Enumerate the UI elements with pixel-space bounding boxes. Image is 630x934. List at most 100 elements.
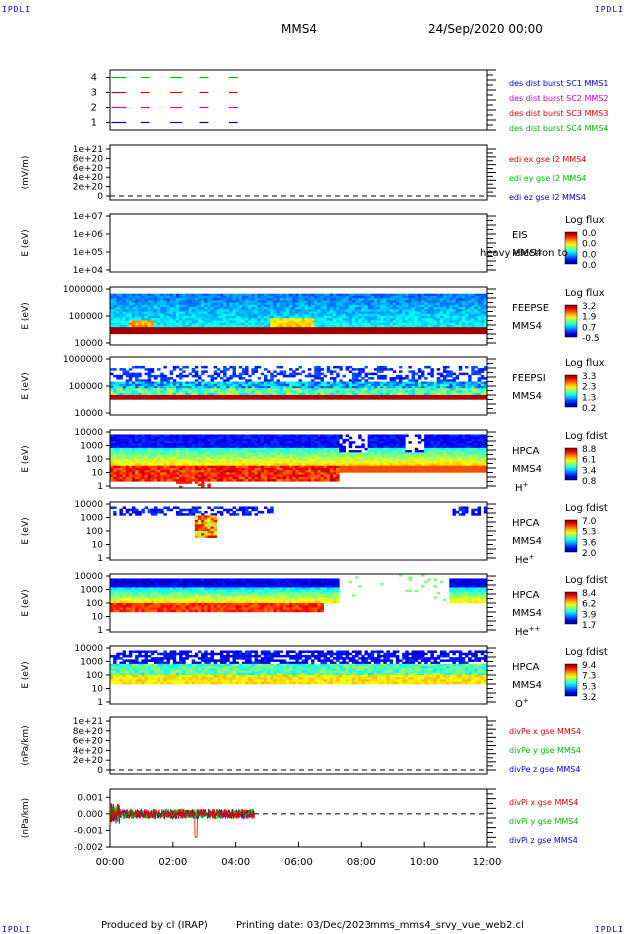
panel-hpca-h-cell: [188, 463, 192, 466]
panel-feeps-i-cell: [263, 388, 268, 391]
panel-feeps-e-cell: [241, 322, 246, 326]
panel-feeps-e-cell: [351, 322, 356, 326]
panel-feeps-i-cell: [245, 394, 249, 398]
panel-hpca-h-cell: [119, 438, 123, 442]
panel-feeps-e-cell: [241, 293, 246, 297]
panel-hpca-h-cell: [116, 456, 120, 460]
panel-hpca-h-cell: [254, 443, 258, 446]
panel-feeps-i-cell: [367, 381, 372, 385]
panel-feeps-e-cell: [307, 311, 312, 315]
panel-hpca-h-cell: [153, 459, 158, 462]
panel-feeps-i-cell: [326, 397, 331, 400]
panel-hpca-h-cell: [169, 476, 174, 480]
panel-hpca-h-cell: [169, 461, 174, 464]
panel-feeps-i-cell: [439, 386, 444, 389]
panel-feeps-i-cell: [163, 381, 167, 385]
panel-hpca-h-cell: [285, 461, 290, 464]
panel-hpca-h-cell: [260, 465, 265, 469]
panel-feeps-e-cell: [430, 318, 434, 321]
panel-feeps-e-cell: [311, 302, 315, 306]
panel-feeps-e-cell: [443, 302, 447, 306]
panel-hpca-h-cell: [260, 436, 265, 440]
panel-hpca-h-cell: [144, 459, 148, 462]
panel-feeps-e-cell: [119, 295, 123, 299]
panel-feeps-e-cell: [342, 302, 346, 306]
panel-hpca-h-cell: [210, 452, 214, 455]
panel-hpca-h-cell: [295, 452, 299, 455]
panel-feeps-e-cell: [138, 320, 142, 323]
panel-feeps-e-cell: [373, 302, 378, 306]
panel-feeps-e-cell: [138, 300, 142, 303]
panel-feeps-e-cell: [254, 331, 258, 335]
panel-hpca-h-cell: [276, 438, 280, 442]
panel-feeps-i-cell: [370, 397, 375, 400]
panel-hpca-h-cell: [257, 441, 262, 444]
panel-feeps-e-cell: [289, 327, 293, 330]
panel-feeps-e-cell: [392, 322, 397, 326]
panel-feeps-e-cell: [480, 311, 485, 315]
panel-feeps-e-cell: [436, 293, 441, 297]
panel-hpca-h-cell: [160, 474, 164, 478]
panel-feeps-i-cell: [238, 386, 243, 389]
panel-feeps-e-cell: [348, 311, 353, 315]
panel-feeps-i-cell: [223, 374, 227, 378]
panel-feeps-e-cell: [219, 320, 224, 323]
panel-feeps-e-cell: [301, 324, 306, 328]
panel-feeps-e-cell: [245, 331, 249, 335]
panel-feeps-i-cell: [355, 394, 359, 398]
panel-feeps-i-cell: [468, 394, 472, 398]
panel-feeps-e-cell: [307, 313, 312, 317]
panel-hpca-h-cell: [213, 474, 218, 478]
panel-hpca-h-cell: [279, 443, 284, 446]
panel-hpca-h-cell: [295, 476, 299, 480]
panel-hpca-h-cell: [182, 463, 186, 466]
panel-feeps-i-cell: [282, 386, 287, 389]
panel-feeps-i-cell: [405, 381, 409, 385]
panel-feeps-i-cell: [361, 368, 365, 371]
panel-feeps-e-cell: [191, 311, 196, 315]
panel-feeps-e-cell: [377, 298, 381, 301]
panel-feeps-e-cell: [405, 307, 409, 310]
panel-hpca-h-cell: [122, 438, 127, 442]
panel-feeps-e-cell: [201, 302, 205, 306]
panel-feeps-e-cell: [339, 316, 343, 319]
panel-feeps-e-cell: [408, 298, 412, 301]
panel-hpca-h-cell: [185, 470, 189, 473]
panel-feeps-e-cell: [465, 309, 469, 312]
panel-hpca-h-cell: [160, 470, 164, 473]
panel-feeps-e-cell: [295, 302, 299, 306]
panel-feeps-i-cell: [458, 381, 463, 385]
panel-feeps-e-cell: [113, 293, 117, 297]
panel-hpca-h-cell: [135, 456, 139, 460]
panel-feeps-i-cell: [298, 388, 302, 391]
panel-feeps-i-cell: [138, 365, 142, 369]
panel-feeps-e-cell: [138, 304, 142, 308]
panel-feeps-e-cell: [336, 295, 340, 299]
panel-feeps-e-cell: [339, 302, 343, 306]
panel-hpca-h-cell: [204, 470, 208, 473]
panel-feeps-i-cell: [226, 394, 230, 398]
panel-feeps-i-cell: [282, 381, 287, 385]
panel-feeps-e-cell: [298, 307, 302, 310]
panel-hpca-h-cell: [216, 443, 221, 446]
panel-feeps-i-cell: [383, 368, 387, 371]
panel-hpca-h-cell: [257, 467, 262, 471]
panel-hpca-h-cell: [257, 447, 262, 451]
panel-hpca-h-cell: [223, 461, 227, 464]
panel-feeps-i-cell: [135, 365, 139, 369]
panel-hpca-h-cell: [122, 452, 127, 455]
panel-feeps-i-cell: [285, 392, 290, 396]
panel-hpca-h-cell: [110, 472, 114, 475]
panel-hpca-h-cell: [226, 463, 230, 466]
panel-hpca-h-cell: [169, 452, 174, 455]
panel-feeps-e-cell: [339, 322, 343, 326]
panel-feeps-i-cell: [276, 392, 280, 396]
panel-hpca-h-cell: [267, 434, 271, 437]
panel-feeps-i-cell: [263, 390, 268, 393]
panel-feeps-i-cell: [402, 381, 406, 385]
panel-hpca-h-cell: [223, 436, 227, 440]
panel-feeps-i-cell: [298, 397, 302, 400]
panel-hpca-h-cell: [213, 470, 218, 473]
panel-hpca-h-cell: [260, 438, 265, 442]
panel-feeps-i-cell: [455, 388, 460, 391]
